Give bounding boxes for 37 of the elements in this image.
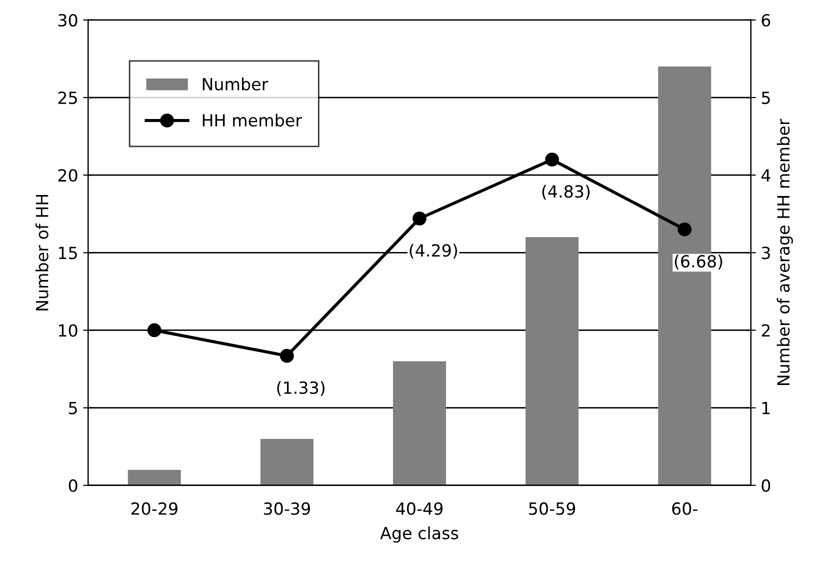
x-tick-label: 60- bbox=[672, 502, 698, 515]
y-tick-label: 0 bbox=[68, 479, 78, 492]
annotation: (6.68) bbox=[674, 254, 722, 270]
y-tick-label: 25 bbox=[58, 92, 77, 104]
bar bbox=[392, 361, 446, 486]
y-tick-label: 15 bbox=[58, 246, 77, 260]
y-tick-label: 5 bbox=[69, 402, 77, 414]
y-tick-label: 10 bbox=[58, 324, 78, 337]
y-axis-title: Number of HH bbox=[35, 194, 48, 310]
y-tick-label: 20 bbox=[58, 169, 78, 182]
bar bbox=[128, 470, 181, 486]
y-tick-label: 30 bbox=[58, 14, 78, 27]
y2-tick-label: 0 bbox=[762, 479, 770, 492]
annotation: (1.33) bbox=[277, 381, 324, 396]
y2-tick-label: 1 bbox=[762, 402, 770, 414]
point bbox=[147, 323, 162, 338]
legend-label: Number bbox=[202, 78, 268, 90]
x-tick-label: 40-49 bbox=[396, 502, 443, 515]
y2-axis-title: Number of average HH member bbox=[776, 118, 793, 385]
x-tick-label: 30-39 bbox=[264, 502, 310, 515]
point bbox=[412, 212, 426, 226]
y2-tick-label: 3 bbox=[762, 246, 770, 260]
legend-label: HH member bbox=[202, 114, 302, 127]
x-tick-label: 20-29 bbox=[131, 502, 178, 515]
annotation: (4.83) bbox=[542, 184, 590, 200]
point bbox=[280, 348, 294, 363]
annotation: (4.29) bbox=[410, 244, 458, 259]
point bbox=[545, 152, 560, 167]
y2-tick-label: 4 bbox=[761, 169, 770, 182]
bar bbox=[526, 237, 579, 486]
y2-tick-label: 5 bbox=[762, 92, 770, 104]
y2-tick-label: 2 bbox=[762, 324, 770, 337]
bar bbox=[260, 438, 314, 486]
point bbox=[678, 222, 692, 236]
x-tick-label: 50-59 bbox=[529, 502, 576, 515]
y2-tick-label: 6 bbox=[762, 14, 770, 27]
x-axis-title: Age class bbox=[380, 526, 458, 543]
